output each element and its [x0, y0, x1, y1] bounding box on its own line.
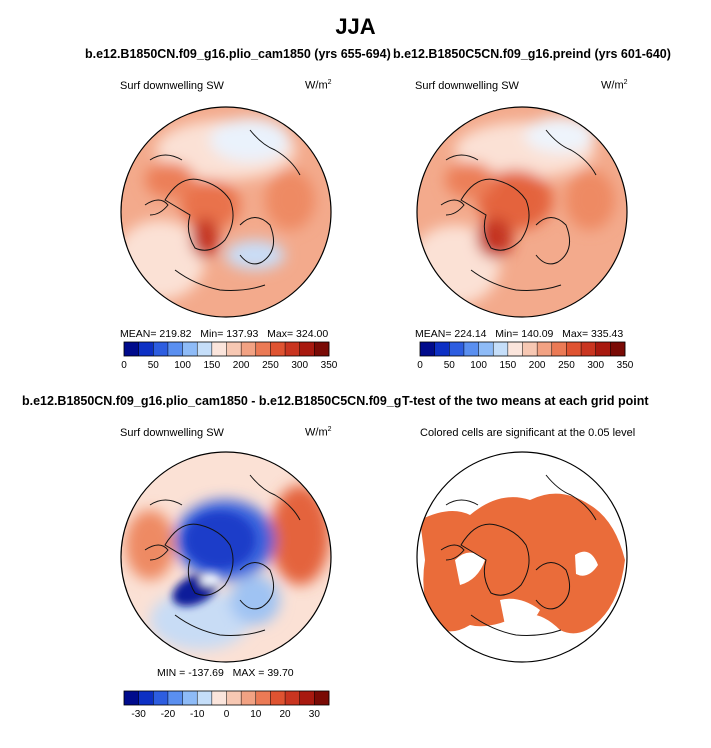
colorbar-tick-label: 100 [174, 360, 191, 371]
colorbar-tick-label: 150 [500, 360, 517, 371]
colorbar-cell [255, 342, 271, 356]
colorbar-cell [610, 342, 626, 356]
colorbar-cell [463, 342, 479, 356]
colorbar-cell [124, 342, 139, 356]
colorbar-cell [241, 691, 257, 705]
colorbar-cell [537, 342, 553, 356]
colorbar-cell [124, 691, 139, 705]
colorbar-cell [507, 342, 523, 356]
panel1-colorbar: 0 50 100 150 200 250 300 350 [121, 341, 338, 371]
panel2-variable-label: Surf downwelling SW [415, 80, 519, 92]
colorbar-tick-label: 300 [291, 360, 308, 371]
panel1-units: W/m2 [305, 79, 332, 92]
colorbar-cell [595, 342, 611, 356]
colorbar-cell [299, 342, 315, 356]
colorbar-tick-label: 200 [233, 360, 250, 371]
panel1-variable-label: Surf downwelling SW [120, 80, 224, 92]
colorbar-cell [211, 342, 227, 356]
panel3-variable-label: Surf downwelling SW [120, 427, 224, 439]
panel4-map [417, 452, 627, 662]
colorbar-tick-label: 250 [558, 360, 575, 371]
panel1-title: b.e12.B1850CN.f09_g16.plio_cam1850 (yrs … [85, 47, 391, 61]
panel2-colorbar: 0 50 100 150 200 250 300 350 [417, 341, 634, 371]
colorbar-cell [167, 342, 183, 356]
panel3-coastlines [144, 474, 301, 636]
colorbar-tick-label: 0 [121, 360, 127, 371]
colorbar-cell [138, 691, 154, 705]
panel1-map [121, 107, 331, 317]
panel3-units: W/m2 [305, 426, 332, 439]
panel4-coastlines [440, 474, 597, 636]
colorbar-cell [255, 691, 271, 705]
colorbar-tick-label: 50 [444, 360, 456, 371]
colorbar-cell [285, 342, 301, 356]
colorbar-cell [270, 342, 286, 356]
colorbar-cell [197, 691, 213, 705]
panel3-stats: MIN = -137.69 MAX = 39.70 [157, 667, 294, 679]
panel4-subtitle: Colored cells are significant at the 0.0… [420, 427, 636, 439]
colorbar-tick-label: 0 [417, 360, 423, 371]
colorbar-cell [522, 342, 538, 356]
colorbar-cell [226, 691, 242, 705]
colorbar-cell [285, 691, 301, 705]
colorbar-tick-label: 50 [148, 360, 160, 371]
colorbar-tick-label: -10 [190, 709, 205, 720]
colorbar-cell [566, 342, 582, 356]
colorbar-cell [270, 691, 286, 705]
colorbar-tick-label: 20 [280, 709, 292, 720]
colorbar-cell [434, 342, 450, 356]
colorbar-cell [493, 342, 509, 356]
colorbar-tick-label: 200 [529, 360, 546, 371]
colorbar-cell [299, 691, 315, 705]
colorbar-cell [167, 691, 183, 705]
panel1-stats: MEAN= 219.82 Min= 137.93 Max= 324.00 [120, 328, 329, 340]
colorbar-tick-label: 100 [470, 360, 487, 371]
colorbar-cell [314, 691, 330, 705]
colorbar-cell [182, 342, 198, 356]
colorbar-cell [241, 342, 257, 356]
panel3-colorbar: -30 -20 -10 0 10 20 30 [123, 690, 330, 720]
colorbar-cell [478, 342, 494, 356]
panel3-title: b.e12.B1850CN.f09_g16.plio_cam1850 - b.e… [22, 394, 457, 408]
colorbar-tick-label: 10 [250, 709, 262, 720]
colorbar-cell [226, 342, 242, 356]
figure-title: JJA [335, 14, 376, 39]
colorbar-cell [153, 342, 169, 356]
panel2-stats: MEAN= 224.14 Min= 140.09 Max= 335.43 [415, 328, 624, 340]
colorbar-tick-label: 250 [262, 360, 279, 371]
colorbar-tick-label: 300 [587, 360, 604, 371]
colorbar-cell [182, 691, 198, 705]
colorbar-tick-label: -20 [161, 709, 176, 720]
colorbar-cell [197, 342, 213, 356]
colorbar-cell [581, 342, 597, 356]
colorbar-tick-label: 150 [204, 360, 221, 371]
colorbar-tick-label: 30 [309, 709, 321, 720]
colorbar-cell [551, 342, 567, 356]
colorbar-tick-label: 350 [321, 360, 338, 371]
panel2-map [417, 107, 627, 317]
colorbar-cell [211, 691, 227, 705]
colorbar-cell [420, 342, 435, 356]
panel4-title: T-test of the two means at each grid poi… [402, 394, 649, 408]
colorbar-cell [138, 342, 154, 356]
panel3-map [121, 452, 331, 662]
colorbar-cell [153, 691, 169, 705]
colorbar-cell [314, 342, 330, 356]
panel1-coastlines [144, 129, 301, 291]
colorbar-tick-label: -30 [131, 709, 146, 720]
panel2-coastlines [440, 129, 597, 291]
colorbar-tick-label: 350 [617, 360, 634, 371]
colorbar-cell [449, 342, 465, 356]
panel2-units: W/m2 [601, 79, 628, 92]
colorbar-tick-label: 0 [224, 709, 230, 720]
panel2-title: b.e12.B1850C5CN.f09_g16.preind (yrs 601-… [393, 47, 671, 61]
